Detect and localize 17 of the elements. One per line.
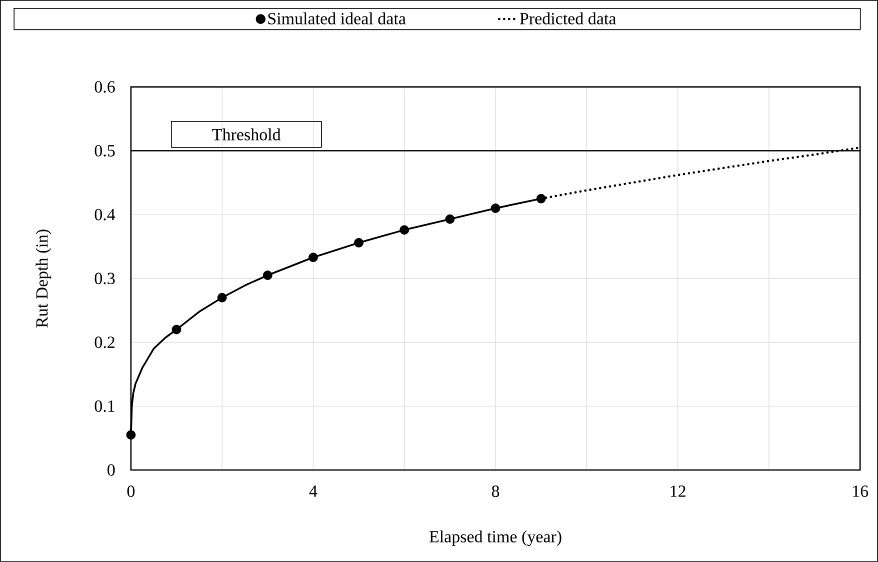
x-tick-label: 16 (853, 486, 868, 497)
y-tick-label: 0.2 (94, 336, 114, 348)
y-tick-label: 0.1 (94, 400, 114, 412)
y-tick-label: 0.5 (94, 145, 115, 157)
y-axis-title: Rut Depth (in) (36, 230, 52, 328)
y-tick-label: 0 (108, 464, 115, 476)
legend-label: Simulated ideal data (268, 12, 406, 24)
y-tick-label: 0.4 (94, 208, 116, 220)
x-tick-label: 12 (670, 486, 686, 497)
x-tick-label: 8 (492, 486, 500, 498)
x-tick-label: 4 (309, 486, 318, 497)
y-tick-label: 0.3 (94, 272, 115, 284)
ref-line-label: Threshold (212, 128, 281, 140)
legend-label: Predicted data (520, 12, 616, 24)
x-tick-label: 0 (127, 486, 135, 498)
x-axis-title: Elapsed time (year) (429, 530, 562, 546)
y-tick-label: 0.6 (94, 81, 115, 93)
